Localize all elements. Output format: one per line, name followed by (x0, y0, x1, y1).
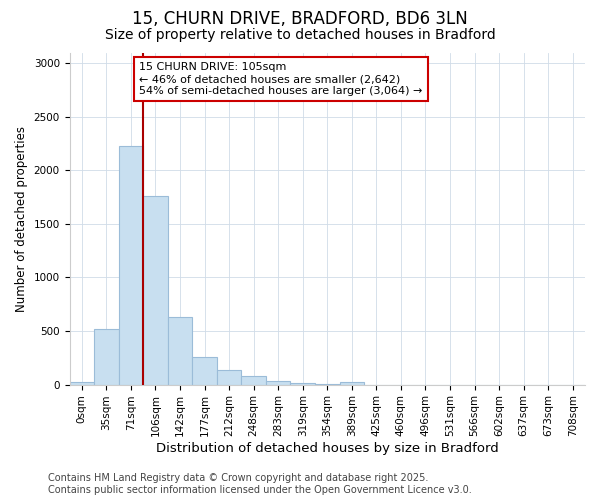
Bar (290, 383, 315, 384)
Text: Size of property relative to detached houses in Bradford: Size of property relative to detached ho… (104, 28, 496, 42)
Text: Contains HM Land Registry data © Crown copyright and database right 2025.
Contai: Contains HM Land Registry data © Crown c… (48, 474, 472, 495)
Bar (143, 196, 168, 384)
Bar (241, 376, 266, 384)
Bar (94, 329, 119, 384)
Bar (119, 146, 143, 384)
Bar (266, 382, 290, 384)
Bar (217, 370, 241, 384)
Y-axis label: Number of detached properties: Number of detached properties (15, 126, 28, 312)
Bar (168, 316, 192, 384)
Bar (340, 382, 364, 384)
X-axis label: Distribution of detached houses by size in Bradford: Distribution of detached houses by size … (156, 442, 499, 455)
Bar (192, 356, 217, 384)
Text: 15 CHURN DRIVE: 105sqm
← 46% of detached houses are smaller (2,642)
54% of semi-: 15 CHURN DRIVE: 105sqm ← 46% of detached… (139, 62, 422, 96)
Text: 15, CHURN DRIVE, BRADFORD, BD6 3LN: 15, CHURN DRIVE, BRADFORD, BD6 3LN (132, 10, 468, 28)
Bar (70, 382, 94, 384)
